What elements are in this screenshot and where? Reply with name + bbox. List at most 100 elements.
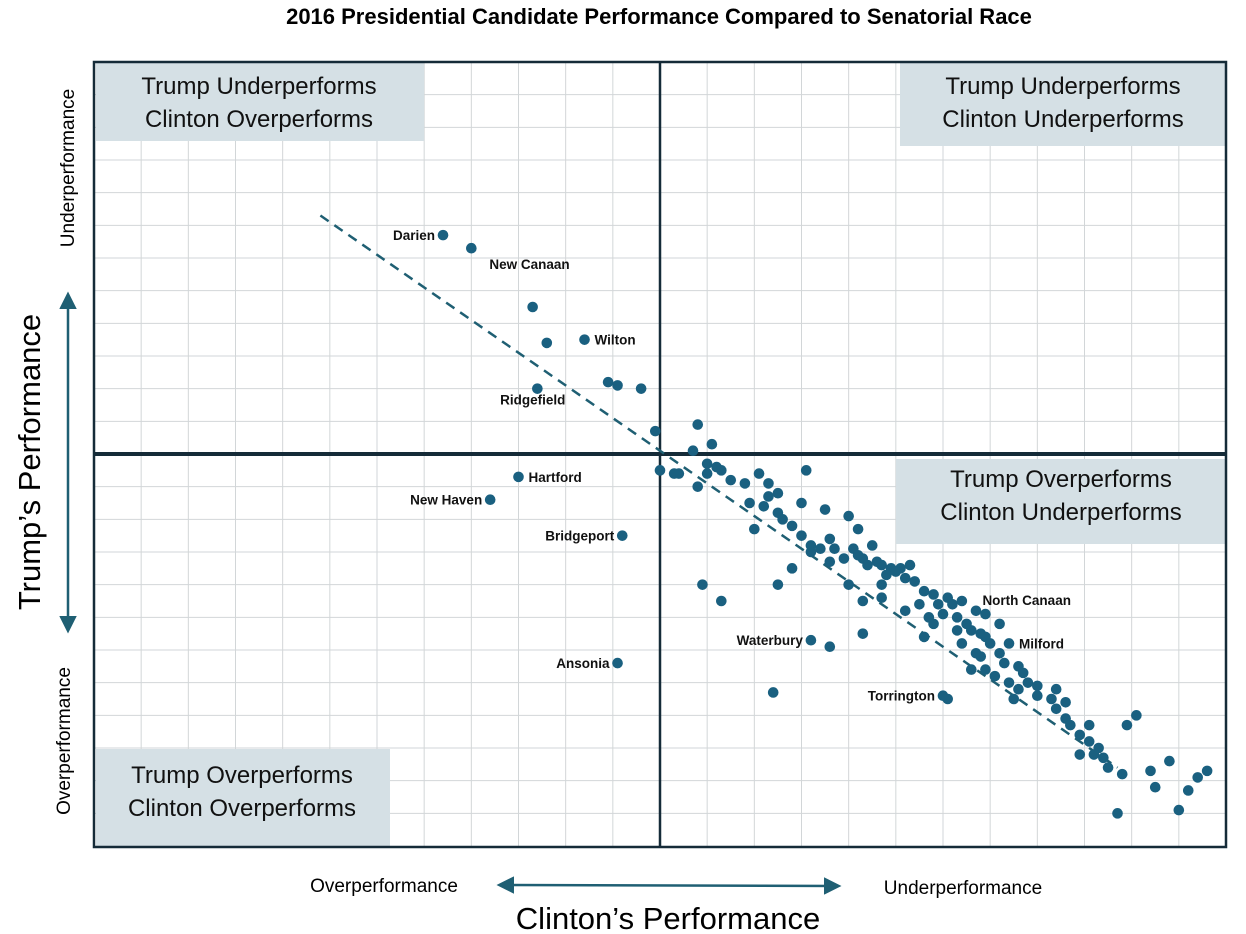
data-point bbox=[824, 533, 836, 545]
data-point bbox=[989, 670, 1001, 682]
data-point bbox=[668, 468, 680, 479]
data-point bbox=[767, 687, 779, 698]
data-point bbox=[966, 625, 977, 636]
data-point bbox=[1065, 719, 1076, 731]
data-point bbox=[1008, 693, 1020, 705]
quadrant-bottom-right-line1: Trump Overperforms bbox=[950, 466, 1172, 493]
data-point-darien bbox=[437, 229, 449, 241]
data-point bbox=[602, 376, 614, 388]
data-point bbox=[772, 579, 784, 590]
data-point bbox=[970, 605, 982, 617]
data-point bbox=[1131, 710, 1142, 721]
data-point bbox=[819, 504, 831, 515]
data-point bbox=[697, 579, 708, 590]
quadrant-box-top-left bbox=[96, 63, 424, 141]
data-point bbox=[786, 563, 798, 574]
data-point bbox=[970, 647, 982, 659]
data-point bbox=[763, 478, 774, 489]
data-point bbox=[824, 556, 836, 568]
data-point-ridgefield bbox=[532, 383, 543, 394]
x-axis-end-right: Underperformance bbox=[884, 878, 1042, 899]
data-point bbox=[744, 497, 755, 509]
x-axis-title: Clinton’s Performance bbox=[516, 901, 820, 934]
data-point bbox=[1074, 729, 1086, 741]
data-point bbox=[866, 540, 878, 551]
data-point bbox=[862, 559, 873, 571]
quadrant-top-right-line2: Clinton Underperforms bbox=[942, 106, 1183, 133]
data-point bbox=[1074, 749, 1086, 760]
data-point-wilton bbox=[579, 334, 590, 345]
point-label-milford: Milford bbox=[1019, 636, 1064, 651]
quadrant-top-right-line1: Trump Underperforms bbox=[945, 73, 1180, 100]
data-point bbox=[541, 337, 553, 349]
point-label-new-canaan: New Canaan bbox=[489, 257, 569, 272]
data-point bbox=[1164, 755, 1175, 767]
data-point bbox=[947, 598, 958, 610]
data-point bbox=[796, 497, 807, 509]
data-point bbox=[1112, 808, 1123, 819]
point-label-darien: Darien bbox=[393, 228, 435, 243]
data-point bbox=[1032, 690, 1043, 702]
data-point bbox=[932, 598, 944, 610]
data-point bbox=[928, 589, 939, 600]
quadrant-top-left-line2: Clinton Overperforms bbox=[145, 106, 373, 133]
data-point bbox=[876, 559, 887, 571]
data-point bbox=[612, 380, 623, 391]
data-point bbox=[975, 628, 987, 639]
data-point bbox=[1116, 768, 1128, 780]
data-point bbox=[928, 618, 939, 630]
data-point bbox=[1022, 677, 1034, 688]
data-point bbox=[909, 576, 920, 587]
data-point bbox=[951, 625, 963, 636]
quadrant-top-left-line1: Trump Underperforms bbox=[141, 73, 376, 100]
data-point bbox=[1017, 667, 1029, 679]
data-point-hartford bbox=[513, 471, 524, 483]
data-point-torrington bbox=[937, 690, 949, 702]
point-label-wilton: Wilton bbox=[595, 333, 636, 348]
data-point bbox=[857, 628, 869, 639]
data-point bbox=[1102, 762, 1114, 773]
data-point bbox=[739, 478, 751, 489]
trendline bbox=[319, 214, 1119, 769]
quadrant-bottom-left-line2: Clinton Overperforms bbox=[128, 795, 356, 822]
data-point bbox=[786, 520, 798, 532]
data-point-milford bbox=[1003, 638, 1015, 649]
data-point bbox=[1145, 765, 1156, 777]
data-point bbox=[716, 465, 727, 476]
data-point bbox=[994, 618, 1005, 630]
point-label-north-canaan: North Canaan bbox=[982, 593, 1071, 608]
y-axis-title: Trump’s Performance bbox=[12, 314, 47, 610]
data-point bbox=[796, 530, 807, 541]
data-point bbox=[899, 605, 911, 617]
data-point-ansonia bbox=[612, 657, 623, 669]
point-label-waterbury: Waterbury bbox=[737, 633, 804, 648]
quadrant-bottom-left-line1: Trump Overperforms bbox=[131, 762, 353, 789]
quadrant-box-bottom-right bbox=[896, 459, 1225, 544]
data-point bbox=[527, 301, 538, 313]
data-point bbox=[843, 510, 854, 522]
point-label-bridgeport: Bridgeport bbox=[545, 529, 615, 544]
point-label-torrington: Torrington bbox=[868, 689, 935, 704]
data-point bbox=[980, 664, 991, 675]
data-point bbox=[1050, 703, 1062, 715]
quadrant-box-top-right bbox=[900, 63, 1225, 146]
point-labels: Darien New Canaan Wilton Ridgefield Hartford… bbox=[393, 228, 1071, 704]
point-label-ridgefield: Ridgefield bbox=[500, 393, 565, 408]
data-point bbox=[899, 572, 911, 584]
x-axis-arrow bbox=[496, 876, 842, 895]
data-point bbox=[857, 595, 869, 607]
quadrant-bottom-right-line2: Clinton Underperforms bbox=[940, 499, 1181, 526]
data-point bbox=[951, 612, 963, 623]
data-point bbox=[1060, 696, 1071, 708]
data-point bbox=[956, 638, 968, 649]
data-point bbox=[805, 546, 817, 558]
data-point bbox=[654, 465, 666, 476]
point-label-ansonia: Ansonia bbox=[556, 656, 610, 671]
data-point bbox=[758, 500, 770, 512]
data-point bbox=[838, 553, 850, 564]
data-point bbox=[1046, 693, 1057, 705]
data-point bbox=[1032, 680, 1043, 692]
data-point bbox=[749, 523, 760, 535]
data-point bbox=[1093, 742, 1104, 754]
